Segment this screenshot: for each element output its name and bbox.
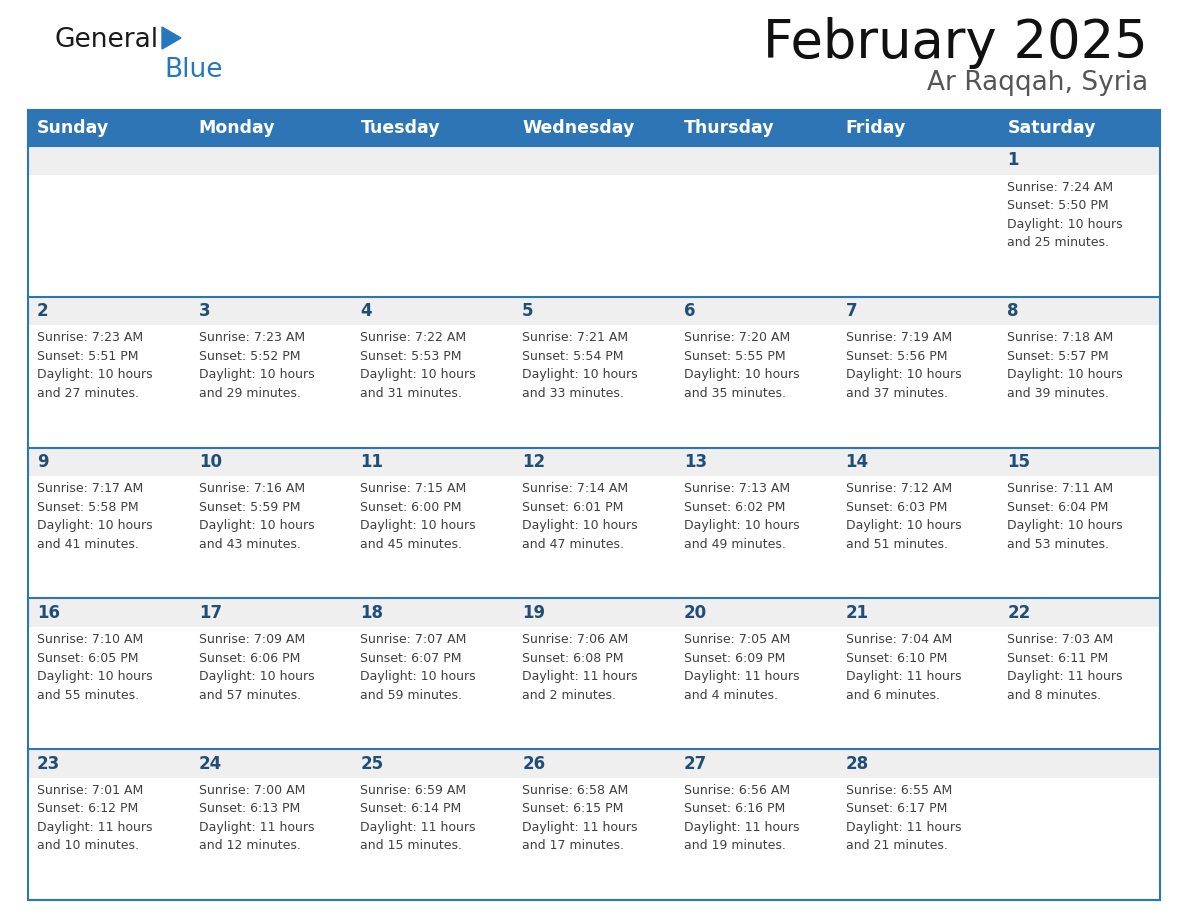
Bar	[29, 627, 1159, 749]
Text: Sunrise: 7:07 AM
Sunset: 6:07 PM
Daylight: 10 hours
and 59 minutes.: Sunrise: 7:07 AM Sunset: 6:07 PM Dayligh…	[360, 633, 476, 701]
Text: Sunrise: 6:56 AM
Sunset: 6:16 PM
Daylight: 11 hours
and 19 minutes.: Sunrise: 6:56 AM Sunset: 6:16 PM Dayligh…	[684, 784, 800, 852]
Text: Sunrise: 7:22 AM
Sunset: 5:53 PM
Daylight: 10 hours
and 31 minutes.: Sunrise: 7:22 AM Sunset: 5:53 PM Dayligh…	[360, 331, 476, 400]
Text: 3: 3	[198, 302, 210, 320]
Text: 12: 12	[523, 453, 545, 471]
Text: Sunrise: 7:12 AM
Sunset: 6:03 PM
Daylight: 10 hours
and 51 minutes.: Sunrise: 7:12 AM Sunset: 6:03 PM Dayligh…	[846, 482, 961, 551]
Text: Sunrise: 7:23 AM
Sunset: 5:52 PM
Daylight: 10 hours
and 29 minutes.: Sunrise: 7:23 AM Sunset: 5:52 PM Dayligh…	[198, 331, 315, 400]
Text: 2: 2	[37, 302, 49, 320]
Bar	[29, 476, 1159, 599]
Text: Sunrise: 7:20 AM
Sunset: 5:55 PM
Daylight: 10 hours
and 35 minutes.: Sunrise: 7:20 AM Sunset: 5:55 PM Dayligh…	[684, 331, 800, 400]
Text: Sunrise: 7:14 AM
Sunset: 6:01 PM
Daylight: 10 hours
and 47 minutes.: Sunrise: 7:14 AM Sunset: 6:01 PM Dayligh…	[523, 482, 638, 551]
Text: Sunrise: 7:17 AM
Sunset: 5:58 PM
Daylight: 10 hours
and 41 minutes.: Sunrise: 7:17 AM Sunset: 5:58 PM Dayligh…	[37, 482, 152, 551]
Text: Sunrise: 7:06 AM
Sunset: 6:08 PM
Daylight: 11 hours
and 2 minutes.: Sunrise: 7:06 AM Sunset: 6:08 PM Dayligh…	[523, 633, 638, 701]
Text: 17: 17	[198, 604, 222, 621]
Bar	[29, 110, 1159, 900]
Text: 5: 5	[523, 302, 533, 320]
Text: Sunrise: 7:10 AM
Sunset: 6:05 PM
Daylight: 10 hours
and 55 minutes.: Sunrise: 7:10 AM Sunset: 6:05 PM Dayligh…	[37, 633, 152, 701]
Text: 16: 16	[37, 604, 61, 621]
Bar	[29, 599, 1159, 627]
Text: Saturday: Saturday	[1007, 119, 1095, 137]
Text: Sunrise: 7:03 AM
Sunset: 6:11 PM
Daylight: 11 hours
and 8 minutes.: Sunrise: 7:03 AM Sunset: 6:11 PM Dayligh…	[1007, 633, 1123, 701]
Text: 9: 9	[37, 453, 49, 471]
Text: Sunrise: 7:24 AM
Sunset: 5:50 PM
Daylight: 10 hours
and 25 minutes.: Sunrise: 7:24 AM Sunset: 5:50 PM Dayligh…	[1007, 181, 1123, 249]
Text: Ar Raqqah, Syria: Ar Raqqah, Syria	[927, 70, 1148, 96]
Text: Sunrise: 7:21 AM
Sunset: 5:54 PM
Daylight: 10 hours
and 33 minutes.: Sunrise: 7:21 AM Sunset: 5:54 PM Dayligh…	[523, 331, 638, 400]
Bar	[29, 749, 1159, 778]
Text: 26: 26	[523, 755, 545, 773]
Text: 13: 13	[684, 453, 707, 471]
Text: Tuesday: Tuesday	[360, 119, 440, 137]
Text: 10: 10	[198, 453, 222, 471]
Text: 1: 1	[1007, 151, 1019, 169]
Text: Sunrise: 7:15 AM
Sunset: 6:00 PM
Daylight: 10 hours
and 45 minutes.: Sunrise: 7:15 AM Sunset: 6:00 PM Dayligh…	[360, 482, 476, 551]
Bar	[29, 326, 1159, 448]
Polygon shape	[162, 27, 181, 49]
Text: 15: 15	[1007, 453, 1030, 471]
Text: 6: 6	[684, 302, 695, 320]
Text: Sunrise: 7:09 AM
Sunset: 6:06 PM
Daylight: 10 hours
and 57 minutes.: Sunrise: 7:09 AM Sunset: 6:06 PM Dayligh…	[198, 633, 315, 701]
Text: Blue: Blue	[164, 57, 222, 83]
Text: 18: 18	[360, 604, 384, 621]
Text: Sunday: Sunday	[37, 119, 109, 137]
Bar	[29, 297, 1159, 326]
Text: 21: 21	[846, 604, 868, 621]
Bar	[29, 174, 1159, 297]
Text: Wednesday: Wednesday	[523, 119, 634, 137]
Text: Thursday: Thursday	[684, 119, 775, 137]
Text: 8: 8	[1007, 302, 1019, 320]
Text: 25: 25	[360, 755, 384, 773]
Text: Sunrise: 7:05 AM
Sunset: 6:09 PM
Daylight: 11 hours
and 4 minutes.: Sunrise: 7:05 AM Sunset: 6:09 PM Dayligh…	[684, 633, 800, 701]
Text: 27: 27	[684, 755, 707, 773]
Text: Monday: Monday	[198, 119, 276, 137]
Text: 24: 24	[198, 755, 222, 773]
Text: 22: 22	[1007, 604, 1030, 621]
Text: Sunrise: 7:23 AM
Sunset: 5:51 PM
Daylight: 10 hours
and 27 minutes.: Sunrise: 7:23 AM Sunset: 5:51 PM Dayligh…	[37, 331, 152, 400]
Text: Sunrise: 7:19 AM
Sunset: 5:56 PM
Daylight: 10 hours
and 37 minutes.: Sunrise: 7:19 AM Sunset: 5:56 PM Dayligh…	[846, 331, 961, 400]
Bar	[29, 146, 1159, 174]
Text: 7: 7	[846, 302, 858, 320]
Text: Sunrise: 6:59 AM
Sunset: 6:14 PM
Daylight: 11 hours
and 15 minutes.: Sunrise: 6:59 AM Sunset: 6:14 PM Dayligh…	[360, 784, 476, 852]
Text: 4: 4	[360, 302, 372, 320]
Text: 19: 19	[523, 604, 545, 621]
Text: Sunrise: 6:58 AM
Sunset: 6:15 PM
Daylight: 11 hours
and 17 minutes.: Sunrise: 6:58 AM Sunset: 6:15 PM Dayligh…	[523, 784, 638, 852]
Text: Sunrise: 7:16 AM
Sunset: 5:59 PM
Daylight: 10 hours
and 43 minutes.: Sunrise: 7:16 AM Sunset: 5:59 PM Dayligh…	[198, 482, 315, 551]
Text: Sunrise: 7:04 AM
Sunset: 6:10 PM
Daylight: 11 hours
and 6 minutes.: Sunrise: 7:04 AM Sunset: 6:10 PM Dayligh…	[846, 633, 961, 701]
Text: Sunrise: 6:55 AM
Sunset: 6:17 PM
Daylight: 11 hours
and 21 minutes.: Sunrise: 6:55 AM Sunset: 6:17 PM Dayligh…	[846, 784, 961, 852]
Text: Sunrise: 7:13 AM
Sunset: 6:02 PM
Daylight: 10 hours
and 49 minutes.: Sunrise: 7:13 AM Sunset: 6:02 PM Dayligh…	[684, 482, 800, 551]
Bar	[29, 778, 1159, 900]
Text: Friday: Friday	[846, 119, 906, 137]
Text: 28: 28	[846, 755, 868, 773]
Text: Sunrise: 7:11 AM
Sunset: 6:04 PM
Daylight: 10 hours
and 53 minutes.: Sunrise: 7:11 AM Sunset: 6:04 PM Dayligh…	[1007, 482, 1123, 551]
Text: General: General	[55, 27, 159, 53]
Text: 14: 14	[846, 453, 868, 471]
Text: 23: 23	[37, 755, 61, 773]
Text: 20: 20	[684, 604, 707, 621]
Text: Sunrise: 7:00 AM
Sunset: 6:13 PM
Daylight: 11 hours
and 12 minutes.: Sunrise: 7:00 AM Sunset: 6:13 PM Dayligh…	[198, 784, 314, 852]
Text: Sunrise: 7:18 AM
Sunset: 5:57 PM
Daylight: 10 hours
and 39 minutes.: Sunrise: 7:18 AM Sunset: 5:57 PM Dayligh…	[1007, 331, 1123, 400]
Bar	[29, 448, 1159, 476]
Bar	[29, 110, 1159, 900]
Text: Sunrise: 7:01 AM
Sunset: 6:12 PM
Daylight: 11 hours
and 10 minutes.: Sunrise: 7:01 AM Sunset: 6:12 PM Dayligh…	[37, 784, 152, 852]
Text: February 2025: February 2025	[763, 17, 1148, 69]
Bar	[29, 110, 1159, 146]
Text: 11: 11	[360, 453, 384, 471]
